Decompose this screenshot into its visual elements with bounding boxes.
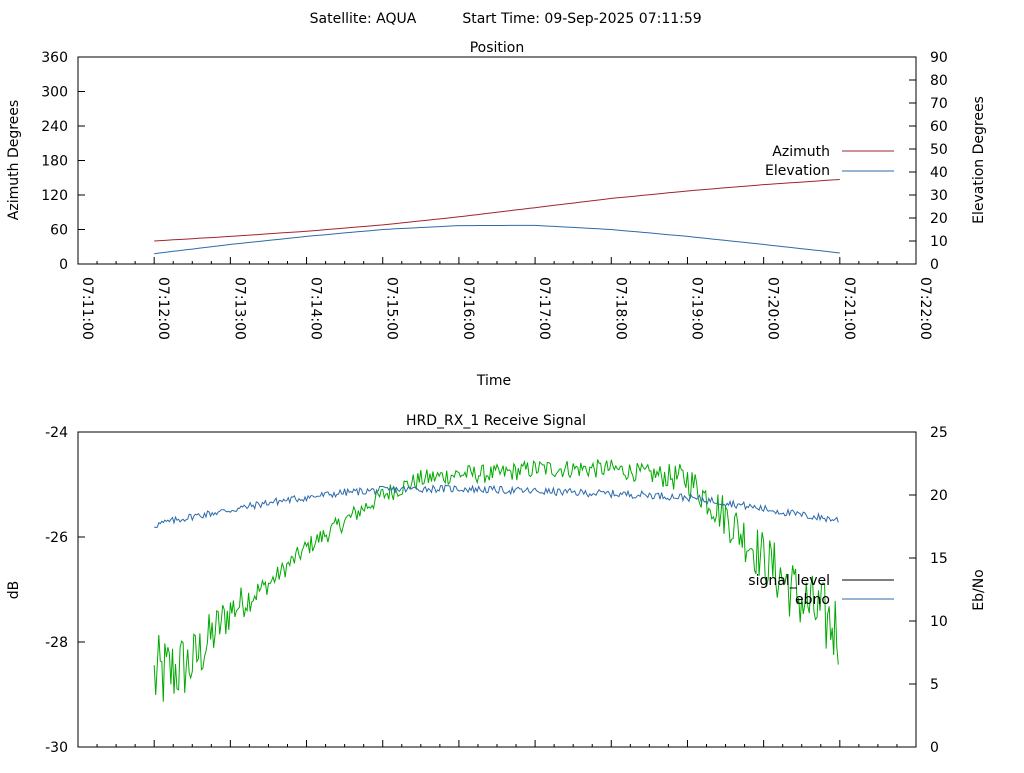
time-axis-label: Time <box>476 373 511 389</box>
position-legend: Azimuth Elevation <box>765 144 894 179</box>
time-tick-label: 07:16:00 <box>460 277 476 340</box>
ebno-tick-label: 20 <box>930 488 948 504</box>
db-axis-label: dB <box>6 581 22 600</box>
time-tick-label: 07:18:00 <box>612 277 628 340</box>
db-tick-label: -28 <box>45 635 68 651</box>
azimuth-tick-label: 120 <box>41 188 68 204</box>
time-tick-label: 07:15:00 <box>384 277 400 340</box>
signal-plot-frame <box>77 431 917 748</box>
legend-azimuth-label: Azimuth <box>772 144 830 160</box>
signal-chart: HRD_RX_1 Receive Signal dB Eb/No -30-28-… <box>6 413 987 756</box>
elevation-tick-label: 10 <box>930 234 948 250</box>
azimuth-tick-label: 300 <box>41 85 68 101</box>
db-tick-label: -24 <box>45 425 68 441</box>
signal-chart-title: HRD_RX_1 Receive Signal <box>406 413 586 429</box>
db-tick-label: -30 <box>45 740 68 756</box>
time-tick-label: 07:22:00 <box>917 277 933 340</box>
elevation-tick-label: 50 <box>930 142 948 158</box>
ebno-tick-label: 25 <box>930 425 948 441</box>
time-tick-label: 07:21:00 <box>841 277 857 340</box>
ebno-tick-label: 0 <box>930 740 939 756</box>
time-tick-label: 07:13:00 <box>231 277 247 340</box>
elevation-tick-label: 80 <box>930 73 948 89</box>
elevation-tick-label: 0 <box>930 257 939 273</box>
satellite-label: Satellite: AQUA <box>310 11 417 27</box>
signal-legend: signal_level ebno <box>748 573 894 608</box>
ebno-axis-label: Eb/No <box>971 569 987 611</box>
db-tick-label: -26 <box>45 530 68 546</box>
azimuth-tick-label: 0 <box>59 257 68 273</box>
elevation-tick-label: 70 <box>930 96 948 112</box>
signal-level-line <box>153 459 839 702</box>
elevation-tick-label: 90 <box>930 50 948 66</box>
signal-series <box>153 459 839 702</box>
time-tick-label: 07:14:00 <box>308 277 324 340</box>
position-chart-title: Position <box>470 40 525 56</box>
elevation-tick-label: 40 <box>930 165 948 181</box>
legend-elevation-label: Elevation <box>765 163 830 179</box>
azimuth-tick-label: 360 <box>41 50 68 66</box>
azimuth-tick-label: 180 <box>41 154 68 170</box>
time-tick-label: 07:20:00 <box>765 277 781 340</box>
azimuth-line <box>154 179 840 242</box>
legend-signal-level-label: signal_level <box>748 573 830 589</box>
elevation-tick-label: 30 <box>930 188 948 204</box>
ebno-line <box>154 484 839 529</box>
elevation-tick-label: 60 <box>930 119 948 135</box>
azimuth-tick-label: 240 <box>41 119 68 135</box>
start-time-label: Start Time: 09-Sep-2025 07:11:59 <box>462 11 701 27</box>
azimuth-axis-label: Azimuth Degrees <box>6 100 22 220</box>
position-plot-frame <box>77 56 917 265</box>
time-tick-label: 07:11:00 <box>79 277 95 340</box>
position-ticks: 0 60 120 180 240 300 360 0 10 20 30 40 50 60 70 80 90 07:… <box>41 50 948 340</box>
elevation-tick-label: 20 <box>930 211 948 227</box>
legend-ebno-label: ebno <box>795 592 830 608</box>
elevation-axis-label: Elevation Degrees <box>971 96 987 224</box>
position-chart: Position Azimuth Degrees Elevation Degre… <box>6 40 987 389</box>
signal-ticks: -30 -28 -26 -24 0 5 10 15 20 25 <box>45 425 948 756</box>
ebno-tick-label: 15 <box>930 551 948 567</box>
time-tick-label: 07:17:00 <box>536 277 552 340</box>
time-tick-label: 07:12:00 <box>155 277 171 340</box>
ebno-tick-label: 10 <box>930 614 948 630</box>
ebno-tick-label: 5 <box>930 677 939 693</box>
azimuth-tick-label: 60 <box>50 223 68 239</box>
time-tick-label: 07:19:00 <box>688 277 704 340</box>
elevation-line <box>154 224 840 255</box>
position-series <box>154 179 840 255</box>
